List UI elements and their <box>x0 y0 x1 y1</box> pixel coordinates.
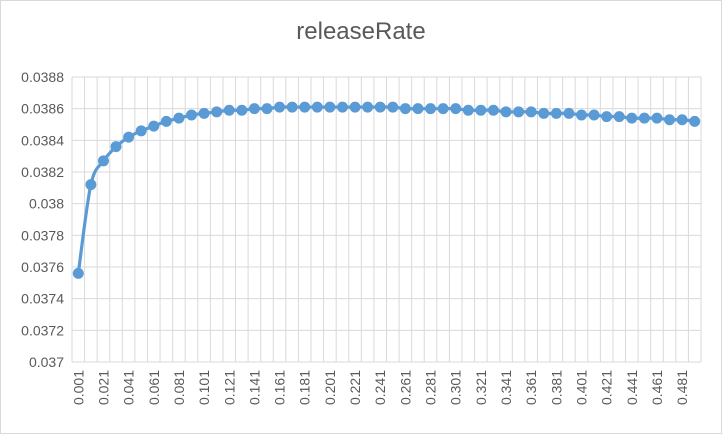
data-point <box>387 101 399 113</box>
x-tick-label: 0.481 <box>674 370 690 405</box>
data-point <box>97 155 109 167</box>
data-point <box>72 267 84 279</box>
data-point <box>223 104 235 116</box>
x-tick-label: 0.041 <box>121 370 137 405</box>
x-tick-label: 0.141 <box>246 370 262 405</box>
data-point <box>450 103 462 115</box>
data-point <box>274 101 286 113</box>
data-point <box>211 106 223 118</box>
x-tick-label: 0.321 <box>473 370 489 405</box>
data-point <box>588 109 600 121</box>
data-point <box>311 101 323 113</box>
data-point <box>575 109 587 121</box>
data-point <box>601 111 613 123</box>
data-point <box>374 101 386 113</box>
data-point <box>236 104 248 116</box>
x-tick-label: 0.441 <box>624 370 640 405</box>
x-tick-label: 0.081 <box>171 370 187 405</box>
data-point <box>286 101 298 113</box>
data-point <box>462 104 474 116</box>
x-tick-label: 0.221 <box>347 370 363 405</box>
data-point <box>563 107 575 119</box>
data-point <box>135 125 147 137</box>
x-tick-label: 0.001 <box>70 370 86 405</box>
data-point <box>664 114 676 126</box>
y-tick-label: 0.038 <box>29 196 64 212</box>
data-point <box>437 103 449 115</box>
data-point <box>324 101 336 113</box>
data-point <box>336 101 348 113</box>
data-point <box>651 112 663 124</box>
data-point <box>173 112 185 124</box>
y-tick-label: 0.0382 <box>21 164 64 180</box>
data-point <box>160 115 172 127</box>
data-point <box>638 112 650 124</box>
x-tick-label: 0.121 <box>221 370 237 405</box>
data-point <box>299 101 311 113</box>
data-point <box>399 103 411 115</box>
y-tick-label: 0.037 <box>29 354 64 370</box>
x-tick-label: 0.201 <box>322 370 338 405</box>
y-tick-label: 0.0376 <box>21 259 64 275</box>
series-layer <box>72 101 701 279</box>
data-point <box>475 104 487 116</box>
data-point <box>362 101 374 113</box>
data-point <box>689 115 701 127</box>
chart-title: releaseRate <box>296 18 426 45</box>
data-point <box>550 107 562 119</box>
gridlines <box>71 76 702 363</box>
data-point <box>676 114 688 126</box>
data-point <box>487 104 499 116</box>
y-tick-label: 0.0388 <box>21 69 64 85</box>
data-point <box>248 103 260 115</box>
data-point <box>425 103 437 115</box>
x-tick-label: 0.241 <box>372 370 388 405</box>
x-tick-label: 0.461 <box>649 370 665 405</box>
y-tick-label: 0.0374 <box>21 291 64 307</box>
x-tick-label: 0.181 <box>297 370 313 405</box>
data-point <box>186 109 198 121</box>
data-point <box>148 120 160 132</box>
y-tick-label: 0.0372 <box>21 322 64 338</box>
data-point <box>500 106 512 118</box>
data-point <box>513 106 525 118</box>
data-point <box>525 106 537 118</box>
data-point <box>538 107 550 119</box>
data-point <box>85 179 97 191</box>
x-tick-label: 0.401 <box>573 370 589 405</box>
x-tick-label: 0.161 <box>272 370 288 405</box>
x-tick-label: 0.381 <box>548 370 564 405</box>
x-tick-label: 0.021 <box>95 370 111 405</box>
x-tick-label: 0.341 <box>498 370 514 405</box>
data-point <box>412 103 424 115</box>
x-tick-label: 0.101 <box>196 370 212 405</box>
data-point <box>613 111 625 123</box>
data-point <box>626 112 638 124</box>
x-tick-label: 0.061 <box>146 370 162 405</box>
x-tick-label: 0.301 <box>448 370 464 405</box>
data-point <box>198 107 210 119</box>
x-axis-ticks: 0.001 0.021 0.041 0.061 0.081 0.101 0.121 0.141… <box>70 370 690 405</box>
y-axis-ticks: 0.037 0.0372 0.0374 0.0376 0.0378 0.038 0.0382… <box>21 69 64 370</box>
x-tick-label: 0.421 <box>599 370 615 405</box>
data-point <box>261 103 273 115</box>
data-point <box>123 131 135 143</box>
y-tick-label: 0.0384 <box>21 132 64 148</box>
data-point <box>110 141 122 153</box>
x-tick-label: 0.281 <box>423 370 439 405</box>
x-tick-label: 0.361 <box>523 370 539 405</box>
y-tick-label: 0.0378 <box>21 227 64 243</box>
data-point <box>349 101 361 113</box>
y-tick-label: 0.0386 <box>21 101 64 117</box>
x-tick-label: 0.261 <box>397 370 413 405</box>
